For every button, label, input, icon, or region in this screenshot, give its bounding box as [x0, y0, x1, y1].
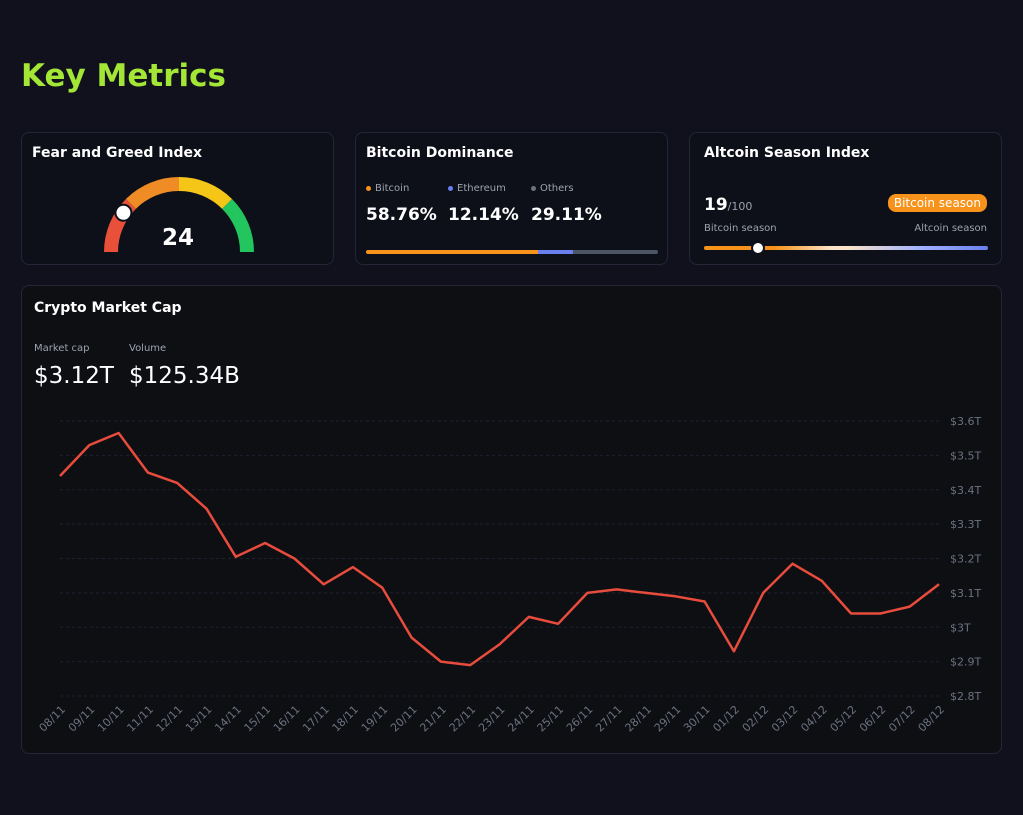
gauge-arc-extreme-greed: [221, 198, 254, 253]
legend-others-label: Others: [540, 183, 574, 194]
altcoin-season-card: Altcoin Season Index 19/100 Bitcoin seas…: [689, 132, 1002, 265]
x-tick-label: 28/11: [623, 703, 655, 735]
market-cap-chart[interactable]: $3.6T $3.5T $3.4T $3.3T $3.2T $3.1T $3T $2.9T $2…: [22, 286, 1001, 753]
market-cap-value: $3.12T: [34, 363, 114, 389]
altcoin-season-label: Altcoin season: [914, 223, 987, 234]
x-tick-label: 05/12: [828, 703, 860, 735]
ethereum-dot-icon: [448, 186, 453, 191]
gauge-arc-fear: [125, 177, 180, 210]
market-cap-title: Crypto Market Cap: [34, 300, 182, 316]
x-tick-label: 04/12: [798, 703, 830, 735]
fear-greed-card: Fear and Greed Index 24: [21, 132, 334, 265]
altcoin-season-max: /100: [727, 200, 753, 213]
y-tick-label: $3.3T: [950, 518, 981, 531]
dominance-bar-bitcoin: [366, 250, 538, 254]
x-tick-label: 14/11: [212, 703, 244, 735]
legend-ethereum: Ethereum: [448, 183, 506, 194]
x-tick-label: 15/11: [242, 703, 274, 735]
x-tick-label: 19/11: [359, 703, 391, 735]
y-tick-label: $2.8T: [950, 690, 981, 703]
bitcoin-dominance-title: Bitcoin Dominance: [366, 145, 514, 161]
x-tick-label: 01/12: [710, 703, 742, 735]
dominance-bar-ethereum: [537, 250, 573, 254]
x-tick-label: 18/11: [330, 703, 362, 735]
x-tick-label: 02/12: [740, 703, 772, 735]
x-tick-label: 21/11: [417, 703, 449, 735]
x-tick-label: 22/11: [447, 703, 479, 735]
x-tick-label: 12/11: [154, 703, 186, 735]
gauge-thumb: [114, 203, 133, 222]
volume-value: $125.34B: [129, 363, 240, 389]
market-cap-card: Crypto Market Cap Market cap Volume $3.1…: [21, 285, 1002, 754]
x-tick-label: 24/11: [505, 703, 537, 735]
volume-label: Volume: [129, 343, 167, 354]
y-tick-label: $3T: [950, 621, 971, 634]
x-tick-label: 13/11: [183, 703, 215, 735]
ethereum-share-value: 12.14%: [448, 205, 519, 225]
x-tick-label: 11/11: [124, 703, 156, 735]
x-tick-label: 17/11: [300, 703, 332, 735]
bitcoin-dot-icon: [366, 186, 371, 191]
x-tick-label: 09/11: [66, 703, 98, 735]
dominance-bar: [366, 250, 658, 254]
y-tick-label: $3.2T: [950, 553, 981, 566]
legend-others: Others: [531, 183, 574, 194]
fear-greed-gauge: [104, 177, 254, 253]
fear-greed-value: 24: [161, 225, 194, 251]
x-tick-label: 20/11: [388, 703, 420, 735]
x-tick-label: 27/11: [593, 703, 625, 735]
bitcoin-dominance-card: Bitcoin Dominance Bitcoin Ethereum Other…: [355, 132, 668, 265]
x-tick-label: 26/11: [564, 703, 596, 735]
x-tick-label: 08/12: [916, 703, 948, 735]
altcoin-season-value: 19/100: [704, 195, 752, 215]
season-slider-track: [704, 246, 988, 250]
x-tick-label: 08/11: [37, 703, 69, 735]
y-tick-label: $2.9T: [950, 656, 981, 669]
altcoin-season-title: Altcoin Season Index: [704, 145, 870, 161]
x-tick-label: 23/11: [476, 703, 508, 735]
legend-bitcoin-label: Bitcoin: [375, 183, 410, 194]
y-tick-label: $3.5T: [950, 449, 981, 462]
y-tick-label: $3.4T: [950, 484, 981, 497]
y-tick-label: $3.1T: [950, 587, 981, 600]
fear-greed-title: Fear and Greed Index: [32, 145, 203, 161]
gauge-arc-greed: [178, 177, 233, 210]
market-cap-label: Market cap: [34, 343, 90, 354]
x-tick-label: 06/12: [857, 703, 889, 735]
bitcoin-season-label: Bitcoin season: [704, 223, 777, 234]
market-cap-line: [59, 431, 940, 667]
others-dot-icon: [531, 186, 536, 191]
dominance-bar-others: [572, 250, 658, 254]
x-tick-label: 29/11: [652, 703, 684, 735]
altcoin-season-number: 19: [704, 195, 728, 215]
x-tick-label: 03/12: [769, 703, 801, 735]
season-slider-thumb: [750, 241, 765, 255]
y-tick-label: $3.6T: [950, 415, 981, 428]
bitcoin-share-value: 58.76%: [366, 205, 437, 225]
page-title: Key Metrics: [21, 58, 226, 94]
x-tick-label: 10/11: [95, 703, 127, 735]
x-tick-label: 16/11: [271, 703, 303, 735]
legend-bitcoin: Bitcoin: [366, 183, 409, 194]
season-badge: Bitcoin season: [887, 194, 987, 212]
x-tick-label: 30/11: [681, 703, 713, 735]
legend-ethereum-label: Ethereum: [457, 183, 506, 194]
x-tick-label: 07/12: [886, 703, 918, 735]
x-tick-label: 25/11: [535, 703, 567, 735]
others-share-value: 29.11%: [531, 205, 602, 225]
